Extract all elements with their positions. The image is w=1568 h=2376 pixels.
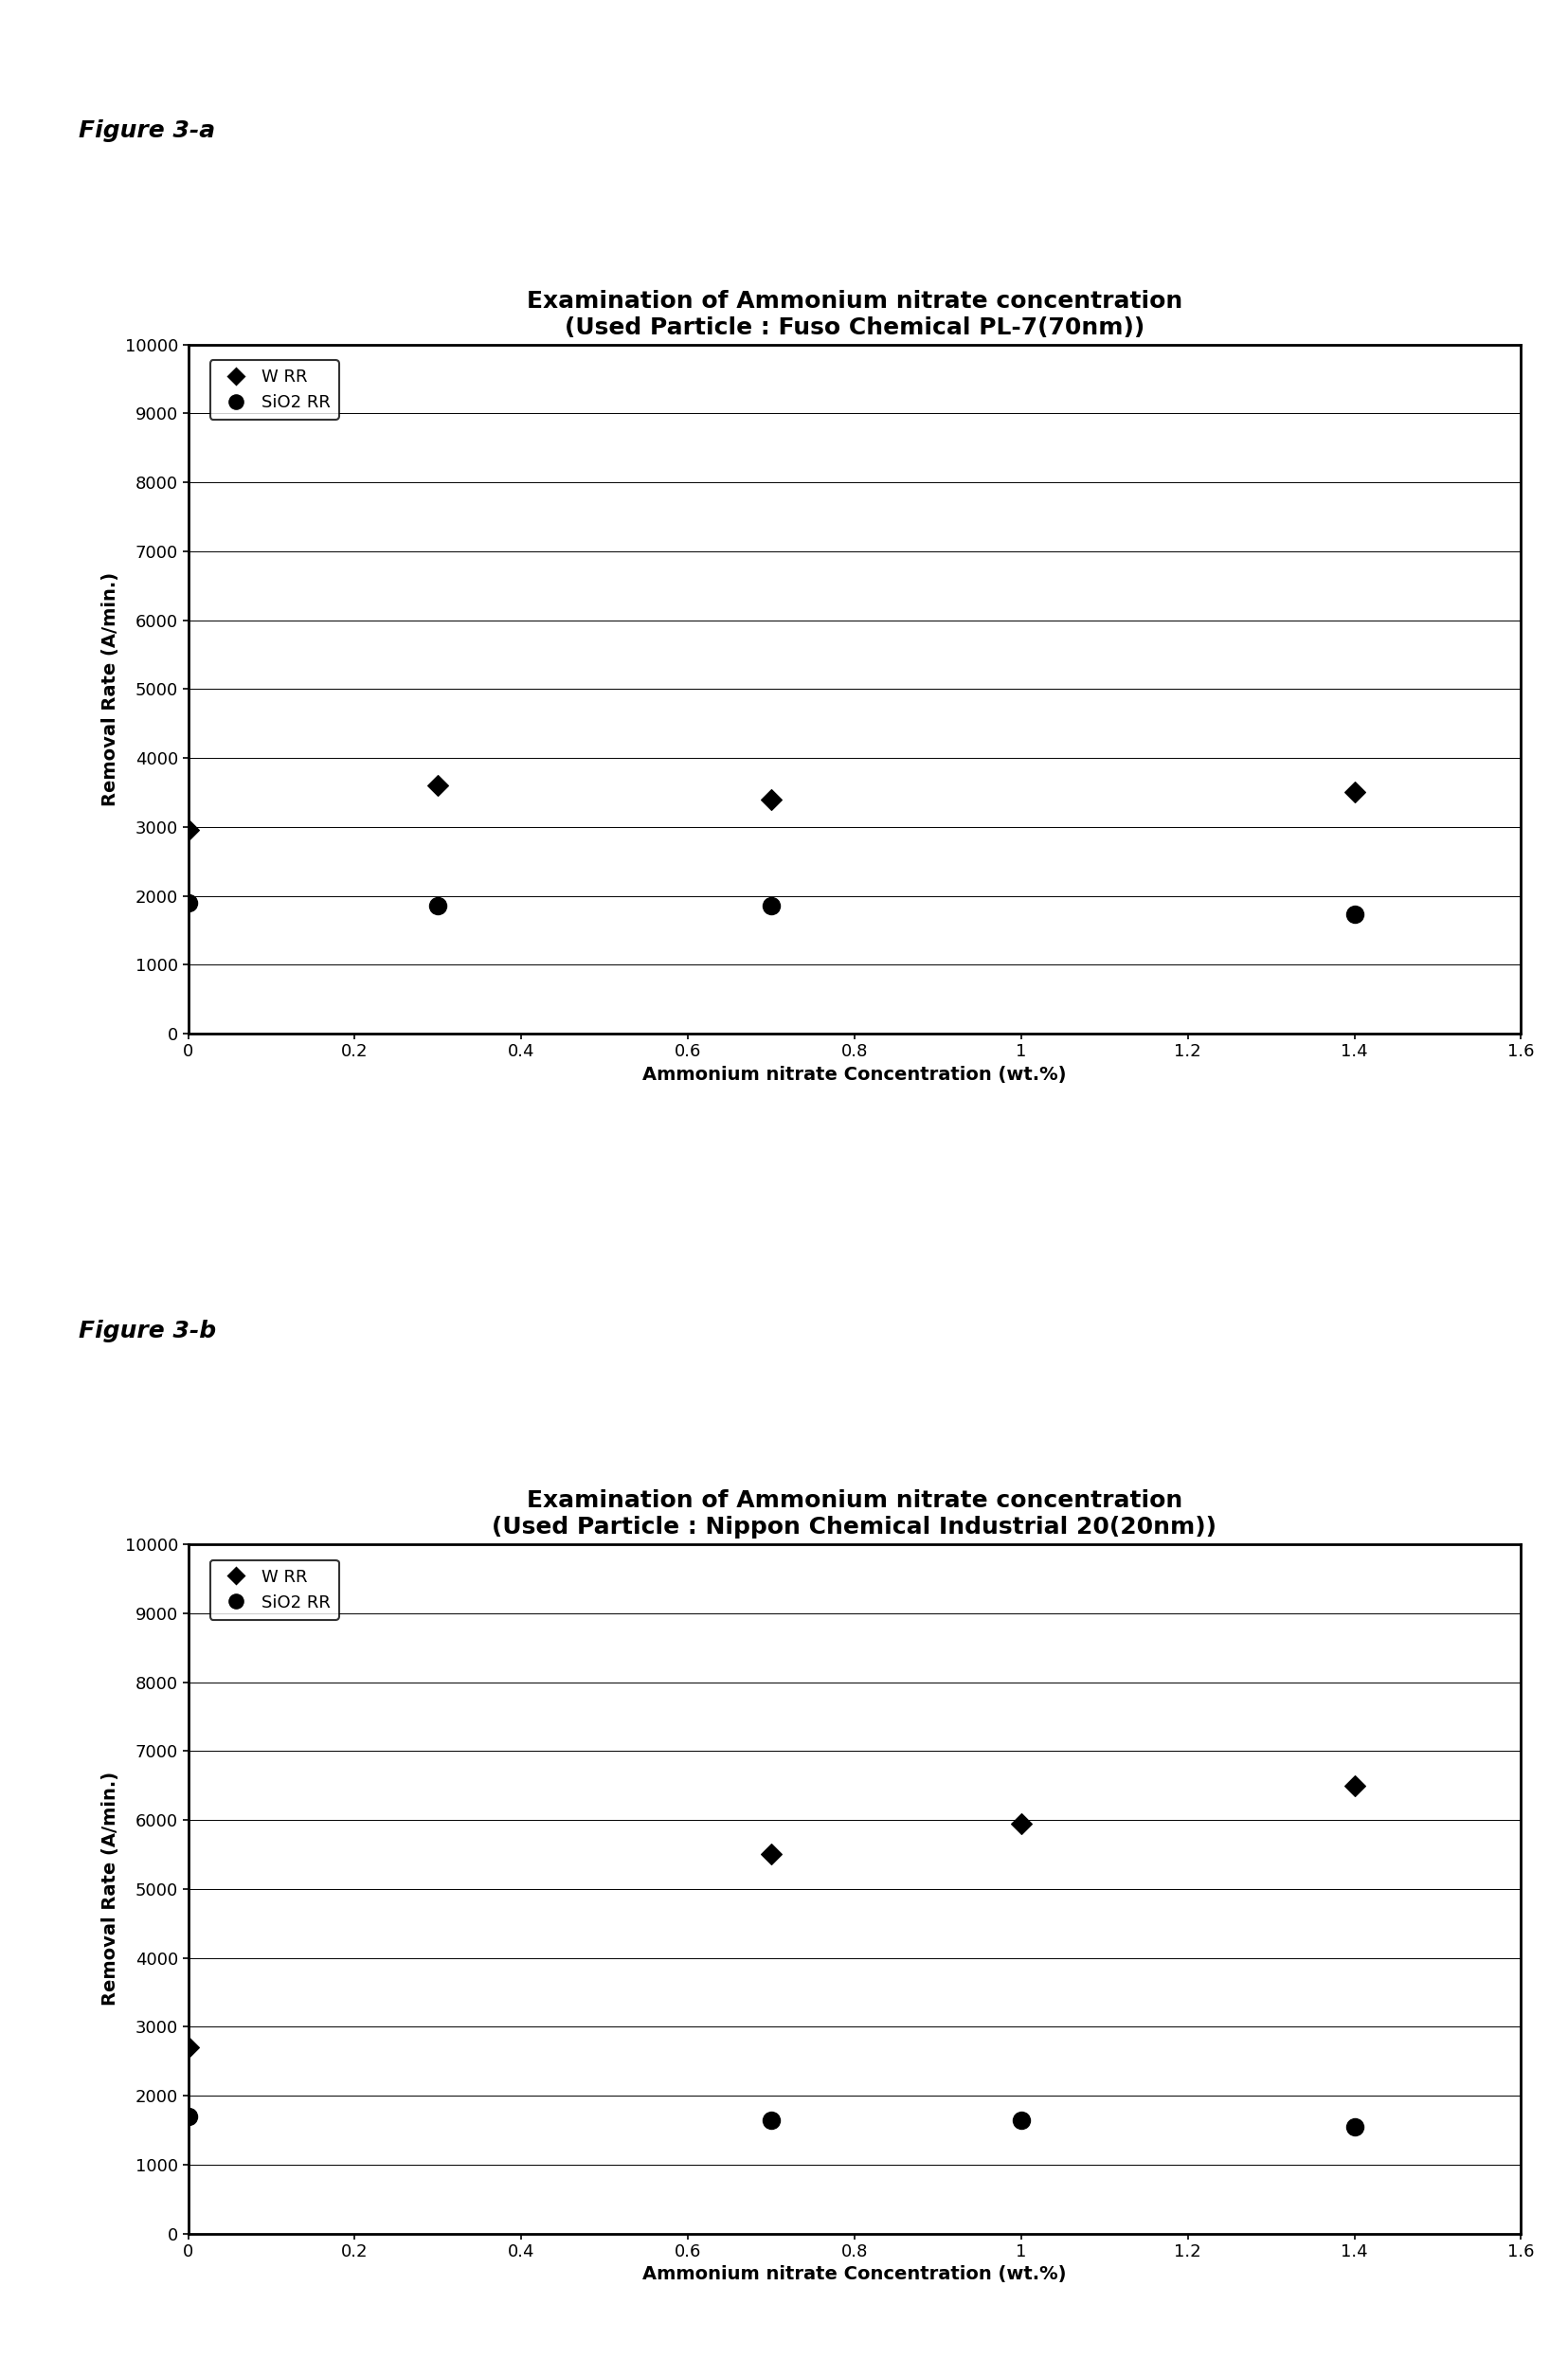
Title: Examination of Ammonium nitrate concentration
(Used Particle : Fuso Chemical PL-: Examination of Ammonium nitrate concentr…	[527, 290, 1182, 340]
Point	[176, 810, 201, 848]
Point	[1342, 1768, 1367, 1806]
Point	[425, 767, 450, 805]
Point	[759, 2100, 784, 2138]
X-axis label: Ammonium nitrate Concentration (wt.%): Ammonium nitrate Concentration (wt.%)	[643, 1067, 1066, 1083]
Point	[1008, 2100, 1033, 2138]
Point	[425, 886, 450, 924]
Point	[176, 2029, 201, 2067]
Y-axis label: Removal Rate (A/min.): Removal Rate (A/min.)	[102, 1772, 119, 2005]
Point	[759, 1834, 784, 1872]
Point	[1008, 1803, 1033, 1841]
Point	[176, 2098, 201, 2136]
Point	[1342, 2108, 1367, 2146]
X-axis label: Ammonium nitrate Concentration (wt.%): Ammonium nitrate Concentration (wt.%)	[643, 2267, 1066, 2283]
Title: Examination of Ammonium nitrate concentration
(Used Particle : Nippon Chemical I: Examination of Ammonium nitrate concentr…	[492, 1490, 1217, 1540]
Y-axis label: Removal Rate (A/min.): Removal Rate (A/min.)	[102, 573, 119, 805]
Point	[1342, 896, 1367, 934]
Point	[759, 886, 784, 924]
Point	[176, 884, 201, 922]
Text: Figure 3-a: Figure 3-a	[78, 119, 215, 143]
Point	[759, 779, 784, 817]
Text: Figure 3-b: Figure 3-b	[78, 1319, 216, 1342]
Legend: W RR, SiO2 RR: W RR, SiO2 RR	[210, 1559, 339, 1620]
Point	[1342, 775, 1367, 813]
Legend: W RR, SiO2 RR: W RR, SiO2 RR	[210, 359, 339, 421]
